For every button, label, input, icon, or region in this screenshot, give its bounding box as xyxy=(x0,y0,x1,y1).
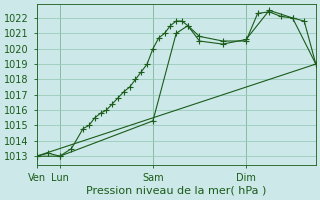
X-axis label: Pression niveau de la mer( hPa ): Pression niveau de la mer( hPa ) xyxy=(86,186,266,196)
